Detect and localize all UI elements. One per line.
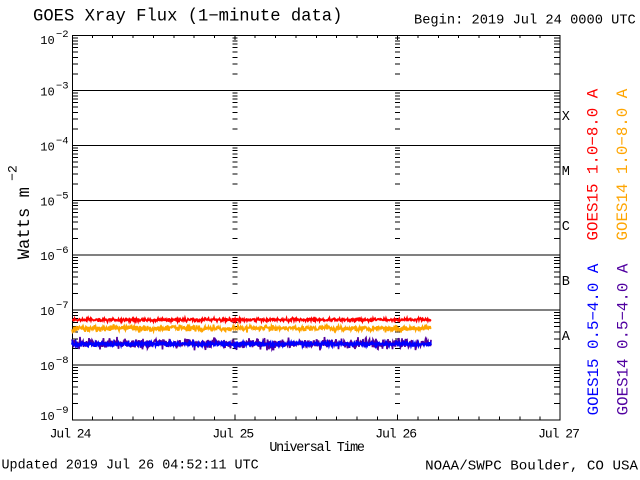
svg-text:Begin: 2019 Jul 24 0000 UTC: Begin: 2019 Jul 24 0000 UTC — [414, 14, 636, 29]
svg-text:Watts m: Watts m — [16, 187, 35, 259]
svg-text:M: M — [562, 165, 570, 180]
svg-text:−8: −8 — [56, 355, 69, 367]
svg-text:Jul 25: Jul 25 — [212, 426, 253, 441]
svg-text:−2: −2 — [6, 165, 21, 181]
svg-text:Jul 24: Jul 24 — [50, 426, 92, 441]
svg-text:−9: −9 — [56, 405, 69, 417]
svg-text:10: 10 — [40, 305, 54, 319]
svg-text:X: X — [562, 110, 570, 125]
svg-text:10: 10 — [40, 410, 54, 424]
svg-text:−4: −4 — [56, 136, 69, 148]
svg-text:−5: −5 — [56, 190, 69, 202]
svg-text:Updated 2019 Jul 26 04:52:11 U: Updated 2019 Jul 26 04:52:11 UTC — [2, 459, 259, 474]
svg-text:−3: −3 — [56, 80, 69, 92]
svg-text:C: C — [562, 220, 570, 235]
svg-text:10: 10 — [40, 195, 54, 209]
svg-text:GOES15 0.5−4.0 A: GOES15 0.5−4.0 A — [585, 263, 603, 415]
svg-text:A: A — [562, 330, 571, 345]
svg-text:10: 10 — [40, 141, 54, 155]
svg-text:10: 10 — [40, 85, 54, 99]
svg-text:Jul 27: Jul 27 — [538, 426, 579, 441]
svg-text:10: 10 — [40, 34, 54, 48]
svg-text:−2: −2 — [56, 29, 69, 41]
svg-text:−7: −7 — [56, 300, 69, 312]
svg-text:GOES14 0.5−4.0 A: GOES14 0.5−4.0 A — [615, 263, 633, 415]
svg-text:GOES Xray Flux (1−minute data): GOES Xray Flux (1−minute data) — [33, 7, 342, 26]
svg-text:B: B — [562, 275, 570, 290]
svg-text:10: 10 — [40, 360, 54, 374]
svg-text:GOES14 1.0−8.0 A: GOES14 1.0−8.0 A — [614, 88, 632, 240]
svg-text:Universal Time: Universal Time — [269, 441, 365, 456]
svg-text:−6: −6 — [56, 245, 69, 257]
svg-text:NOAA/SWPC Boulder, CO USA: NOAA/SWPC Boulder, CO USA — [425, 459, 638, 475]
svg-text:Jul 26: Jul 26 — [375, 426, 416, 441]
svg-text:10: 10 — [40, 250, 54, 264]
svg-text:GOES15 1.0−8.0 A: GOES15 1.0−8.0 A — [584, 88, 602, 240]
